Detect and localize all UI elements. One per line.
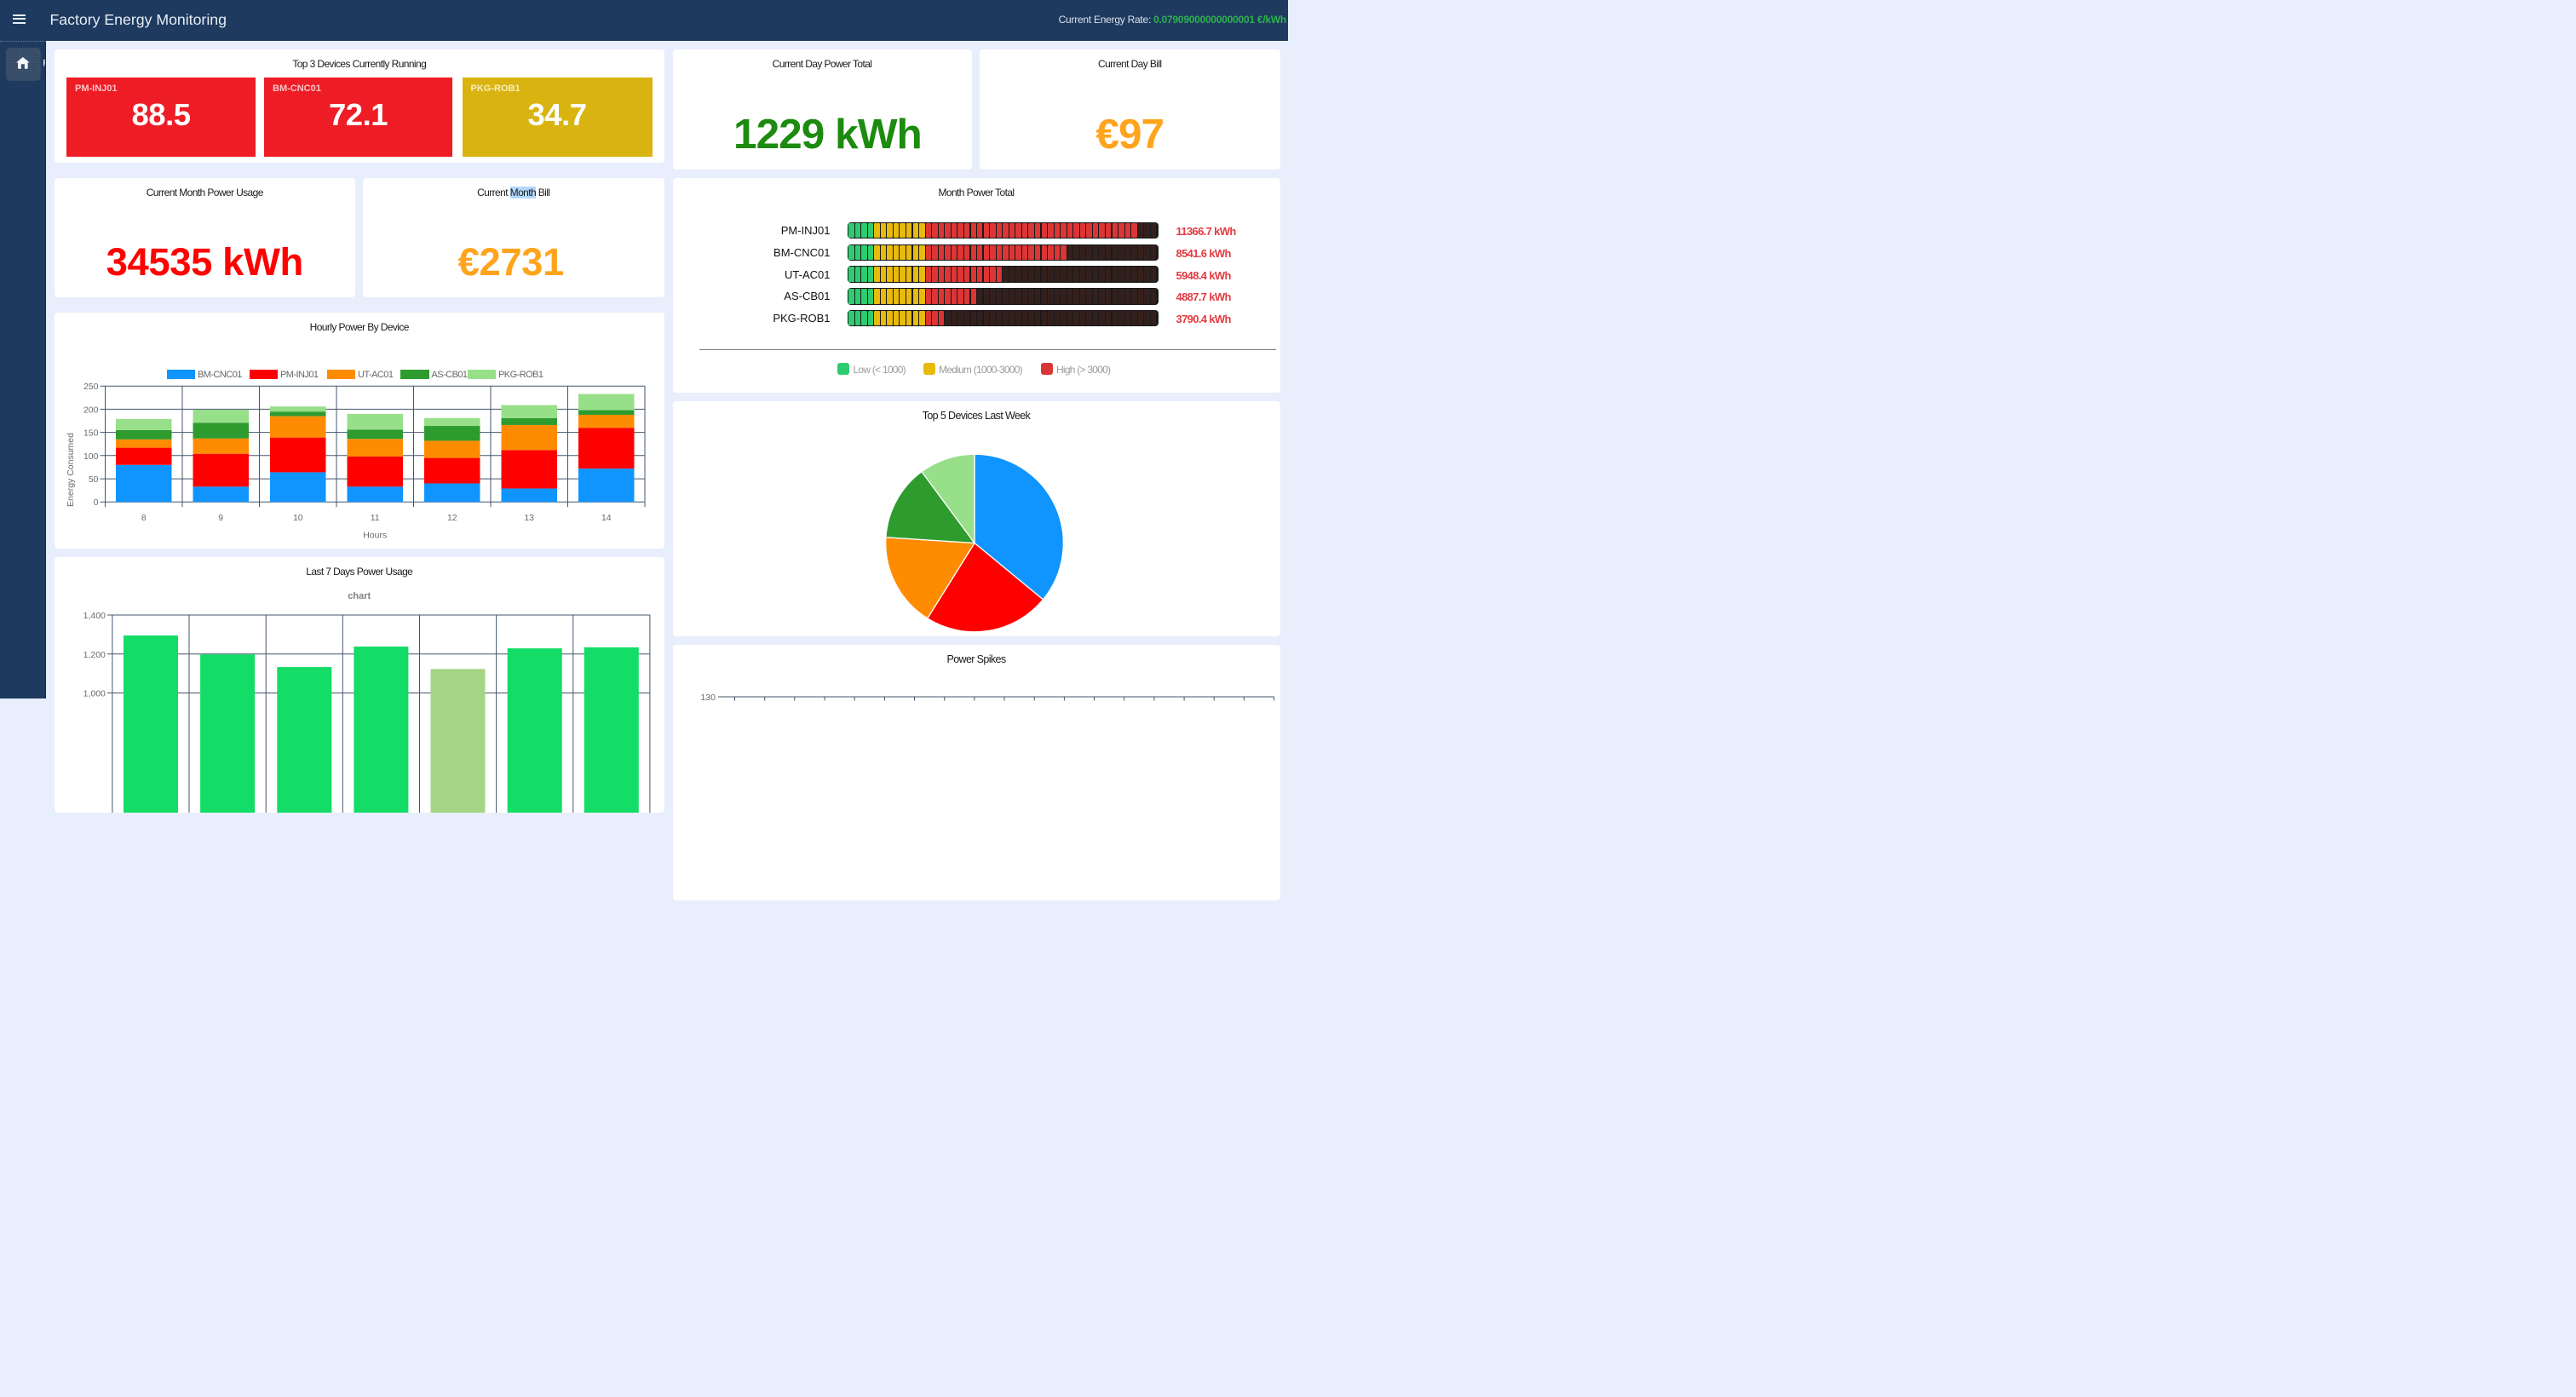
svg-text:130: 130 — [700, 693, 716, 703]
svg-text:0: 0 — [94, 497, 99, 508]
svg-text:Energy Consumed: Energy Consumed — [66, 432, 76, 506]
svg-text:250: 250 — [83, 382, 99, 392]
svg-text:12: 12 — [447, 513, 457, 523]
svg-text:14: 14 — [601, 513, 612, 523]
svg-text:50: 50 — [89, 474, 99, 485]
svg-text:100: 100 — [83, 451, 99, 461]
svg-text:10: 10 — [293, 513, 303, 523]
svg-text:13: 13 — [524, 513, 534, 523]
svg-text:1,000: 1,000 — [83, 688, 106, 698]
svg-text:Hours: Hours — [363, 530, 387, 540]
svg-text:8: 8 — [141, 513, 147, 523]
svg-text:1,200: 1,200 — [83, 649, 106, 659]
svg-text:9: 9 — [218, 513, 223, 523]
svg-text:1,400: 1,400 — [83, 611, 106, 621]
svg-text:11: 11 — [371, 513, 380, 523]
svg-text:200: 200 — [83, 405, 99, 415]
svg-text:150: 150 — [83, 428, 99, 438]
